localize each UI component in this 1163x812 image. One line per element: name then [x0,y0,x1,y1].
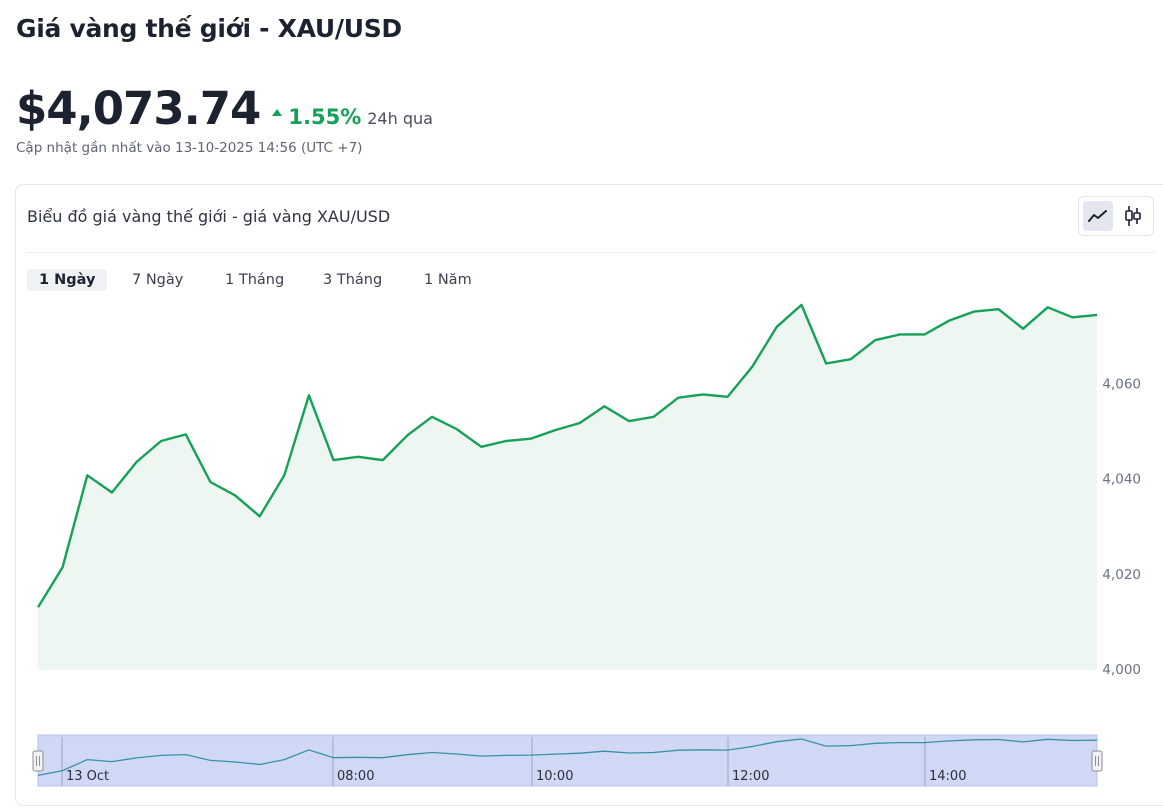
line-chart-icon [1088,210,1107,222]
navigator-tick-label: 08:00 [337,769,374,784]
card-divider [27,252,1155,253]
chart-card [15,184,1163,806]
navigator: 13 Oct 08:00 10:00 12:00 14:00 [32,734,1103,787]
last-updated: Cập nhật gần nhất vào 13-10-2025 14:56 (… [16,140,363,156]
tab-7-days[interactable]: 7 Ngày [132,272,184,288]
current-price: $4,073.74 [16,82,261,135]
navigator-tick-label: 12:00 [732,769,769,784]
price-line [36,303,1098,608]
navigator-gridlines [61,737,926,786]
navigator-tick-label: 13 Oct [66,769,109,784]
chart-title: Biểu đồ giá vàng thế giới - giá vàng XAU… [27,207,391,226]
page-title: Giá vàng thế giới - XAU/USD [16,14,402,43]
tab-1-month[interactable]: 1 Tháng [225,272,285,288]
price-area [38,304,1097,670]
candlestick-icon [1125,206,1141,226]
navigator-right-handle[interactable] [1091,750,1103,772]
tab-1-year[interactable]: 1 Năm [424,272,472,288]
navigator-labels: 13 Oct 08:00 10:00 12:00 14:00 [66,769,966,784]
tab-1-day[interactable]: 1 Ngày [27,269,108,291]
up-arrow-icon [272,109,283,116]
line-chart-button[interactable] [1083,201,1113,231]
price-row: $4,073.74 1.55% 24h qua [16,82,433,135]
y-tick-label: 4,020 [1102,567,1141,583]
y-tick-label: 4,060 [1102,376,1141,392]
navigator-tick-label: 10:00 [536,769,573,784]
y-axis: 4,000 4,020 4,040 4,060 [1102,376,1141,678]
navigator-tick-label: 14:00 [929,769,966,784]
tab-3-months[interactable]: 3 Tháng [323,272,383,288]
candlestick-button[interactable] [1118,201,1148,231]
y-tick-label: 4,000 [1102,662,1141,678]
navigator-line [37,738,1098,777]
change-percent: 1.55% [288,105,362,129]
y-tick-label: 4,040 [1102,472,1141,488]
change-period: 24h qua [367,109,433,128]
navigator-left-handle[interactable] [32,750,44,772]
